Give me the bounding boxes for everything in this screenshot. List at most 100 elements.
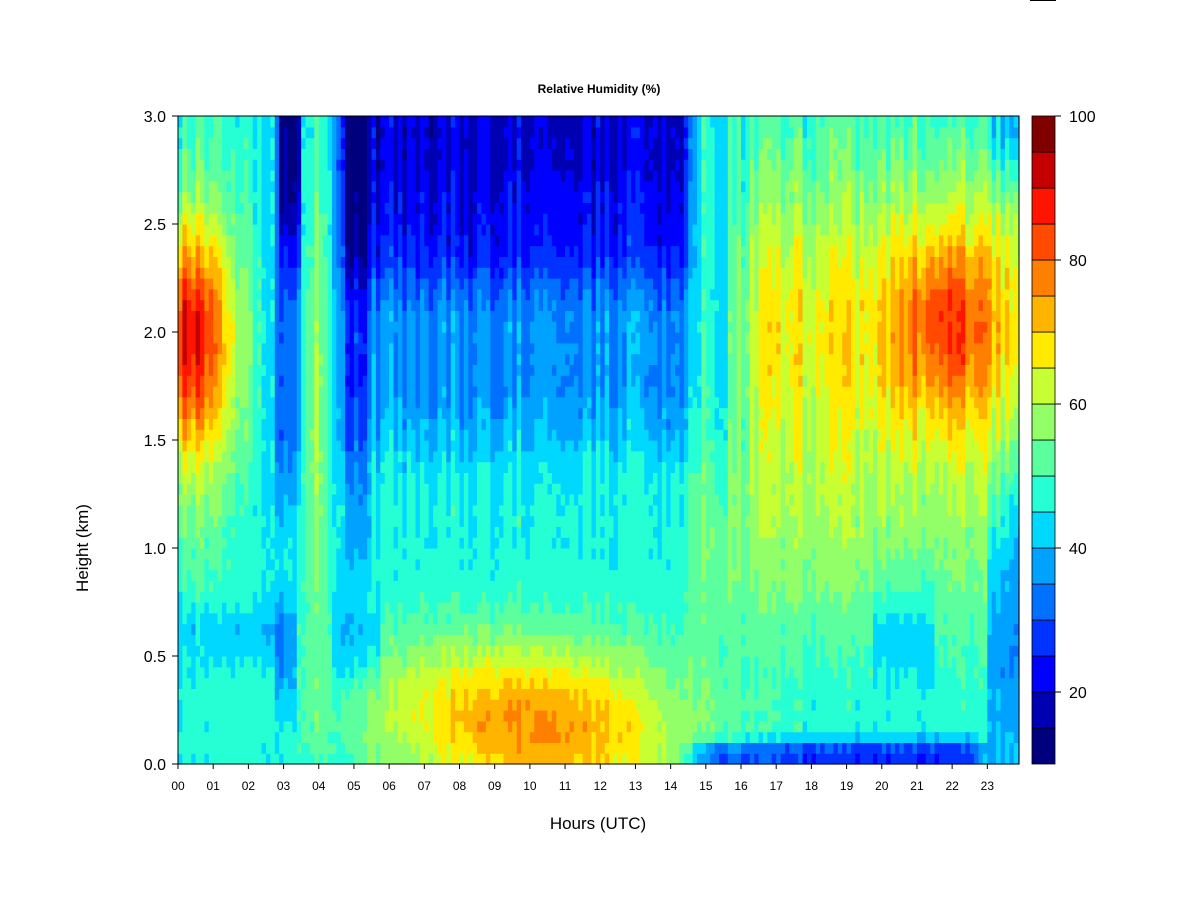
heatmap-cell xyxy=(279,602,285,614)
heatmap-cell xyxy=(331,666,337,679)
heatmap-cell xyxy=(243,321,249,333)
heatmap-cell xyxy=(380,720,386,733)
heatmap-cell xyxy=(182,299,188,311)
heatmap-cell xyxy=(261,710,267,722)
heatmap-cell xyxy=(402,364,408,376)
heatmap-cell xyxy=(380,126,386,139)
heatmap-cell xyxy=(441,148,447,160)
heatmap-cell xyxy=(402,645,408,657)
heatmap-cell xyxy=(468,612,474,625)
heatmap-cell xyxy=(309,504,315,517)
heatmap-cell xyxy=(323,623,329,635)
heatmap-cell xyxy=(178,440,183,452)
heatmap-cell xyxy=(402,191,408,203)
heatmap-cell xyxy=(463,537,469,549)
heatmap-cell xyxy=(534,332,540,344)
heatmap-cell xyxy=(411,440,417,452)
heatmap-cell xyxy=(455,731,461,743)
heatmap-cell xyxy=(221,666,227,679)
heatmap-cell xyxy=(314,386,320,398)
heatmap-cell xyxy=(389,407,395,419)
heatmap-cell xyxy=(336,278,342,290)
heatmap-cell xyxy=(437,332,443,344)
heatmap-cell xyxy=(296,602,302,614)
heatmap-cell xyxy=(305,656,311,668)
heatmap-cell xyxy=(309,256,315,268)
heatmap-cell xyxy=(459,191,465,203)
heatmap-cell xyxy=(477,634,483,646)
heatmap-cell xyxy=(213,742,219,754)
heatmap-cell xyxy=(534,494,540,506)
heatmap-cell xyxy=(521,548,527,560)
heatmap-cell xyxy=(477,407,483,419)
heatmap-cell xyxy=(318,710,324,722)
heatmap-cell xyxy=(446,483,452,495)
heatmap-cell xyxy=(384,688,390,700)
heatmap-cell xyxy=(494,569,500,581)
heatmap-cell xyxy=(292,180,298,193)
heatmap-cell xyxy=(217,407,223,419)
heatmap-cell xyxy=(274,116,280,128)
heatmap-cell xyxy=(243,515,249,527)
heatmap-cell xyxy=(424,526,430,538)
heatmap-cell xyxy=(358,710,364,722)
heatmap-cell xyxy=(287,472,293,484)
heatmap-cell xyxy=(283,602,289,614)
heatmap-cell xyxy=(358,407,364,419)
heatmap-cell xyxy=(384,375,390,387)
heatmap-cell xyxy=(221,299,227,311)
heatmap-cell xyxy=(257,515,263,527)
heatmap-cell xyxy=(239,645,245,657)
heatmap-cell xyxy=(380,386,386,398)
heatmap-cell xyxy=(331,310,337,322)
heatmap-cell xyxy=(191,137,197,149)
heatmap-cell xyxy=(455,677,461,689)
heatmap-cell xyxy=(243,656,249,668)
heatmap-cell xyxy=(301,310,307,322)
heatmap-cell xyxy=(323,202,329,214)
heatmap-cell xyxy=(208,116,214,128)
heatmap-cell xyxy=(384,126,390,139)
heatmap-cell xyxy=(296,342,302,355)
heatmap-cell xyxy=(384,137,390,149)
heatmap-cell xyxy=(419,591,425,603)
heatmap-cell xyxy=(208,353,214,365)
heatmap-cell xyxy=(340,710,346,722)
heatmap-cell xyxy=(186,666,192,679)
heatmap-cell xyxy=(543,688,549,700)
heatmap-cell xyxy=(182,407,188,419)
heatmap-cell xyxy=(323,170,329,182)
heatmap-cell xyxy=(516,591,522,603)
heatmap-cell xyxy=(283,688,289,700)
heatmap-cell xyxy=(428,537,434,549)
heatmap-cell xyxy=(208,720,214,733)
heatmap-cell xyxy=(507,742,513,754)
heatmap-cell xyxy=(287,753,293,765)
heatmap-cell xyxy=(362,569,368,581)
heatmap-cell xyxy=(367,720,373,733)
heatmap-cell xyxy=(534,202,540,214)
heatmap-cell xyxy=(191,656,197,668)
heatmap-cell xyxy=(503,569,509,581)
heatmap-cell xyxy=(287,148,293,160)
heatmap-cell xyxy=(521,321,527,333)
heatmap-cell xyxy=(507,677,513,689)
heatmap-cell xyxy=(459,623,465,635)
heatmap-cell xyxy=(301,504,307,517)
heatmap-cell xyxy=(208,483,214,495)
heatmap-cell xyxy=(230,612,236,625)
heatmap-cell xyxy=(411,148,417,160)
heatmap-cell xyxy=(468,450,474,463)
heatmap-cell xyxy=(274,558,280,571)
heatmap-cell xyxy=(274,267,280,279)
heatmap-cell xyxy=(384,170,390,182)
heatmap-cell xyxy=(226,245,232,257)
heatmap-cell xyxy=(534,472,540,484)
heatmap-cell xyxy=(178,299,183,311)
heatmap-cell xyxy=(349,494,355,506)
heatmap-cell xyxy=(459,321,465,333)
heatmap-cell xyxy=(494,580,500,592)
heatmap-cell xyxy=(336,494,342,506)
heatmap-cell xyxy=(191,515,197,527)
heatmap-cell xyxy=(375,137,381,149)
